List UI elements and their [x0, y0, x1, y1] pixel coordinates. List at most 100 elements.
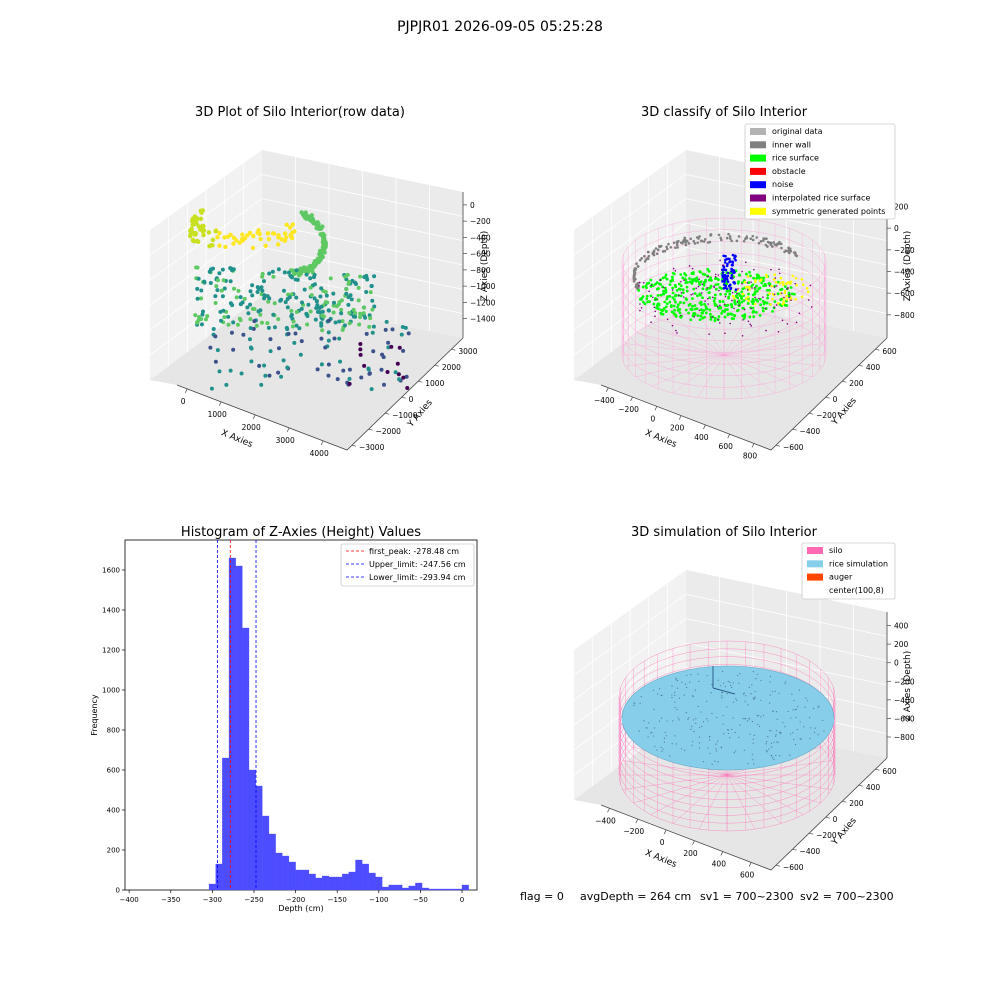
classify-point-interp: [762, 296, 764, 299]
silo-spoke: [651, 354, 725, 387]
classify-ytick-mark: [825, 396, 830, 399]
classify-point-interp: [640, 307, 643, 309]
raw-point: [353, 314, 358, 319]
panel-simulation-zlabel: Z Axies (Depth): [903, 651, 913, 722]
classify-point-interp: [781, 292, 783, 294]
classify-point-interp: [729, 322, 732, 325]
rice-simulation-dot: [699, 726, 701, 729]
silo-spoke: [650, 774, 728, 815]
rice-simulation-dot: [685, 683, 687, 685]
classify-point-noise: [728, 257, 731, 261]
classify-point-wall: [769, 242, 772, 245]
classify-point-rice: [755, 284, 758, 288]
classify-point-rice: [718, 286, 722, 289]
simulation-xtick-mark: [692, 840, 695, 845]
classify-point-rice: [689, 318, 693, 322]
classify-point-wall: [633, 274, 636, 277]
classify-point-interp: [718, 322, 721, 324]
classify-point-rice: [672, 304, 676, 308]
classify-point-wall: [784, 249, 788, 252]
classify-point-rice: [706, 267, 710, 271]
classify-point-rice: [705, 307, 709, 311]
classify-point-rice: [761, 306, 765, 310]
simulation-ytick-label: −400: [800, 847, 821, 856]
classify-ztick-label: −800: [894, 311, 915, 320]
hist-xtick-label: 0: [460, 896, 464, 904]
rice-simulation-dot: [809, 737, 811, 740]
classify-point-interp: [778, 272, 781, 275]
classify-point-symmetric: [781, 283, 785, 287]
classify-point-noise: [728, 283, 732, 287]
classify-point-wall: [636, 281, 640, 285]
raw-point: [219, 318, 224, 323]
classify-point-rice: [666, 295, 669, 299]
classify-point-rice: [720, 311, 724, 315]
rice-simulation-dot: [671, 696, 673, 699]
rice-simulation-dot: [658, 720, 661, 722]
raw-point: [333, 320, 338, 325]
classify-point-wall: [647, 250, 650, 254]
raw-point: [199, 288, 204, 293]
classify-point-interp: [676, 332, 678, 334]
classify-point-wall: [675, 243, 679, 247]
rice-simulation-dot: [665, 735, 667, 737]
classify-point-rice: [655, 304, 659, 307]
raw-point: [288, 232, 293, 238]
rice-simulation-dot: [721, 691, 723, 694]
classify-point-rice: [671, 275, 674, 279]
raw-point: [367, 371, 372, 376]
simulation-ztick-label: 0: [894, 659, 899, 668]
classify-point-rice: [703, 302, 706, 306]
hist-bar: [208, 883, 216, 891]
classify-point-rice: [658, 282, 661, 286]
raw-point: [191, 238, 196, 244]
classify-point-rice: [684, 308, 688, 312]
rice-simulation-dot: [743, 692, 745, 694]
raw-point: [282, 231, 288, 236]
simulation-ztick-label: 200: [894, 640, 909, 649]
raw-point: [344, 287, 349, 292]
raw-xtick-mark: [252, 414, 256, 420]
raw-point: [340, 319, 345, 324]
raw-point: [250, 306, 255, 311]
raw-point: [380, 352, 385, 357]
rice-simulation-dot: [646, 727, 649, 729]
simulation-ztick-label: −600: [894, 714, 915, 723]
classify-point-rice: [714, 283, 718, 287]
hist-bar: [315, 877, 323, 891]
classify-point-rice: [730, 312, 734, 316]
raw-point: [326, 330, 331, 335]
rice-simulation-dot: [769, 681, 771, 683]
classify-point-rice: [726, 312, 730, 316]
rice-simulation-dot: [721, 695, 723, 697]
classify-point-rice: [708, 308, 712, 312]
raw-point: [195, 265, 200, 270]
legend-label: auger: [829, 573, 853, 582]
classify-point-rice: [751, 302, 755, 306]
classify-point-rice: [702, 283, 706, 287]
rice-simulation-dot: [717, 740, 719, 742]
classify-point-rice: [687, 311, 690, 315]
classify-point-rice: [713, 293, 717, 297]
classify-point-interp: [787, 287, 789, 289]
classify-point-rice: [743, 313, 747, 317]
classify-point-rice: [756, 275, 759, 279]
rice-simulation-dot: [817, 706, 819, 708]
raw-point: [224, 382, 229, 387]
raw-point: [334, 304, 339, 309]
rice-simulation-dot: [660, 717, 663, 719]
classify-point-wall: [700, 239, 704, 243]
raw-point: [397, 377, 402, 382]
classify-point-symmetric: [794, 297, 797, 301]
classify-point-rice: [651, 284, 655, 288]
raw-point: [384, 319, 389, 324]
hist-ytick-label: 0: [116, 887, 120, 895]
classify-point-rice: [717, 278, 720, 282]
classify-point-rice: [696, 294, 699, 298]
rice-simulation-dot: [729, 736, 731, 739]
hist-legend: first_peak: -278.48 cm Upper_limit: -247.…: [340, 543, 475, 587]
classify-point-symmetric: [733, 296, 736, 300]
classify-point-interp: [714, 275, 717, 278]
classify-point-rice: [676, 303, 680, 307]
raw-point: [331, 303, 336, 308]
